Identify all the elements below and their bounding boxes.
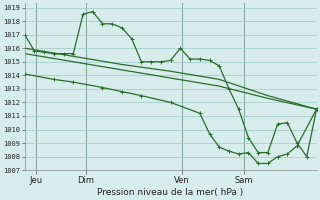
X-axis label: Pression niveau de la mer( hPa ): Pression niveau de la mer( hPa ) (98, 188, 244, 197)
